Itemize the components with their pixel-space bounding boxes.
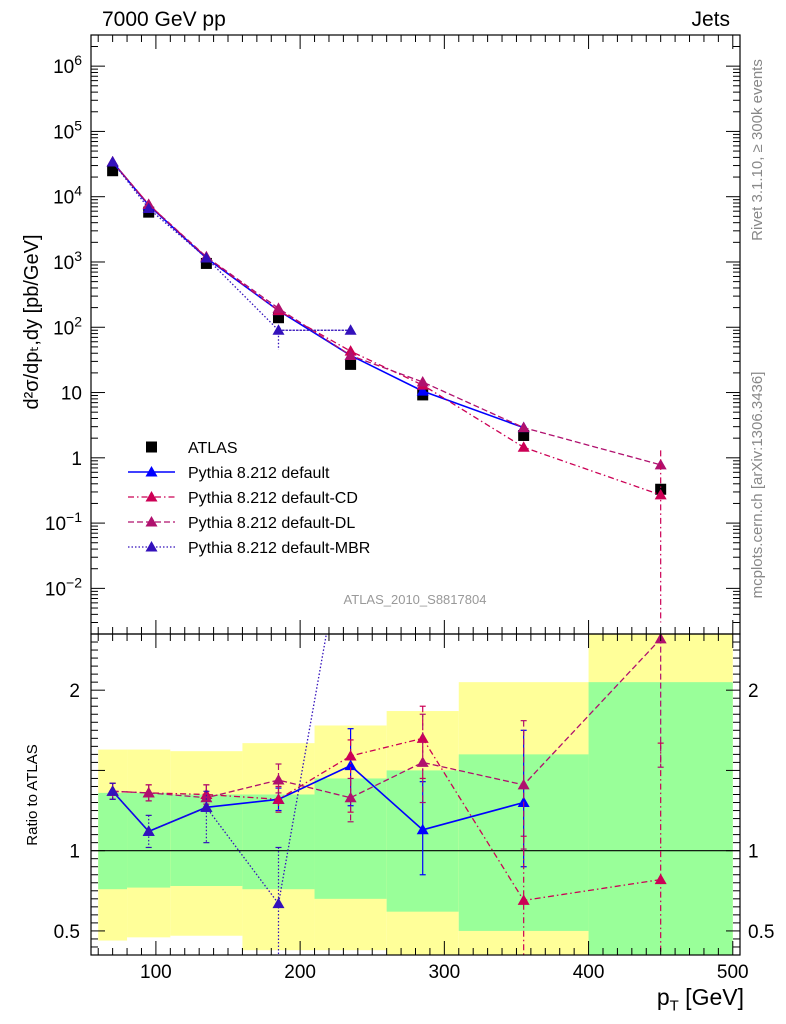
y-tick-label: 1 [71, 449, 82, 470]
data-point [517, 421, 530, 433]
ratio-uncertainty-bands [98, 634, 733, 955]
ratio-y-tick-label-right: 0.5 [748, 922, 774, 943]
data-point [200, 257, 212, 269]
ratio-data-point [142, 825, 155, 836]
data-point [200, 252, 213, 263]
ratio-data-point [272, 897, 285, 909]
x-tick-label: 200 [284, 962, 316, 983]
x-tick-label: 300 [428, 962, 460, 983]
ratio-data-point [272, 774, 285, 785]
x-tick-label: 100 [140, 962, 172, 983]
data-point [107, 165, 119, 177]
ratio-y-axis-title: Ratio to ATLAS [24, 744, 41, 845]
data-point [106, 156, 119, 167]
series-line [112, 161, 351, 331]
ratio-series-line [112, 638, 662, 799]
ratio-data-point [344, 749, 357, 761]
ratio-data-point [344, 791, 357, 803]
legend-label: Pythia 8.212 default [188, 465, 330, 482]
data-point [416, 385, 429, 396]
ratio-data-point [517, 894, 530, 905]
ratio-data-point [272, 793, 285, 804]
y-tick-label: 104 [53, 183, 82, 209]
ratio-panel-series [106, 634, 667, 955]
ratio-data-point [200, 801, 213, 812]
legend-marker [145, 491, 158, 502]
band-1sigma [98, 792, 128, 890]
data-point [272, 312, 284, 324]
data-point [518, 429, 530, 441]
y-tick-label: 106 [53, 52, 82, 78]
ratio-data-point [200, 791, 213, 803]
y-tick-label: 102 [53, 313, 82, 339]
ratio-y-tick-label-right: 2 [748, 681, 759, 702]
main-y-axis-title: d²σ/dpₜ,dy [pb/GeV] [21, 235, 43, 410]
rivet-version-label: Rivet 3.1.10, ≥ 300k events [749, 59, 766, 241]
ratio-y-tick-label: 2 [69, 681, 80, 702]
data-point [345, 358, 357, 370]
ratio-y-tick-label: 0.5 [54, 922, 80, 943]
data-point [272, 302, 285, 313]
x-tick-label: 500 [717, 962, 749, 983]
ratio-y-tick-label: 1 [69, 842, 80, 863]
ratio-y-tick-label-right: 1 [748, 842, 759, 863]
mcplots-credit-label: mcplots.cern.ch [arXiv:1306.3436] [749, 372, 766, 599]
ratio-data-point [654, 873, 667, 885]
ratio-data-point [106, 785, 119, 796]
y-tick-label: 103 [53, 248, 82, 274]
legend-label: Pythia 8.212 default-CD [188, 490, 358, 507]
beam-energy-label: 7000 GeV pp [102, 8, 226, 31]
series-line [112, 161, 524, 429]
data-point [416, 376, 429, 387]
legend-marker [146, 441, 157, 453]
data-point [517, 441, 530, 452]
analysis-id-label: ATLAS_2010_S8817804 [344, 592, 487, 607]
y-tick-label: 105 [53, 117, 82, 143]
ratio-data-point [142, 786, 155, 798]
main-panel-series [106, 156, 667, 623]
tick-labels: 100 200 300 400 50010−210−111010210310410510… [45, 52, 775, 983]
legend-label: Pythia 8.212 default-MBR [188, 540, 370, 557]
legend-marker [145, 516, 158, 527]
axis-ticks [91, 34, 740, 955]
ratio-data-point [517, 778, 530, 790]
x-tick-label: 400 [573, 962, 605, 983]
ratio-data-point [416, 823, 429, 835]
x-axis-title: pT [GeV] [656, 984, 744, 1015]
series-line [112, 161, 661, 466]
legend-label: Pythia 8.212 default-DL [188, 515, 355, 532]
legend-label: ATLAS [188, 440, 238, 457]
ratio-data-point [416, 756, 429, 767]
legend-marker [145, 466, 158, 477]
process-label: Jets [691, 8, 730, 31]
y-tick-label: 10−1 [45, 509, 82, 535]
data-point [344, 349, 357, 360]
data-point [344, 324, 357, 335]
ratio-data-point [344, 759, 357, 771]
y-tick-label: 10 [61, 384, 82, 405]
data-point [142, 202, 155, 213]
legend-marker [145, 541, 158, 552]
legend: ATLAS Pythia 8.212 default Pythia 8.212 de… [128, 440, 370, 557]
y-tick-label: 10−2 [45, 574, 82, 600]
